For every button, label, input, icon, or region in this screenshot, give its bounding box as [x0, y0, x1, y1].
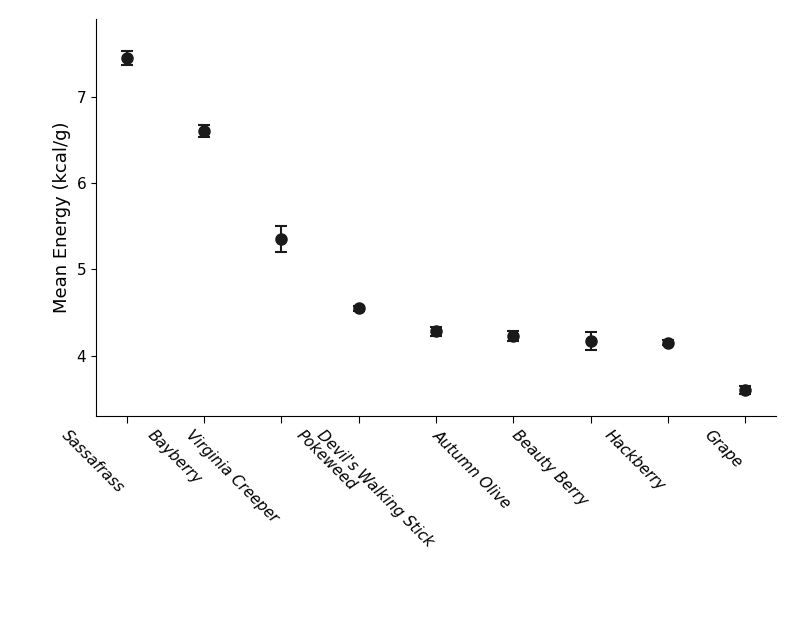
Y-axis label: Mean Energy (kcal/g): Mean Energy (kcal/g) — [53, 122, 71, 314]
